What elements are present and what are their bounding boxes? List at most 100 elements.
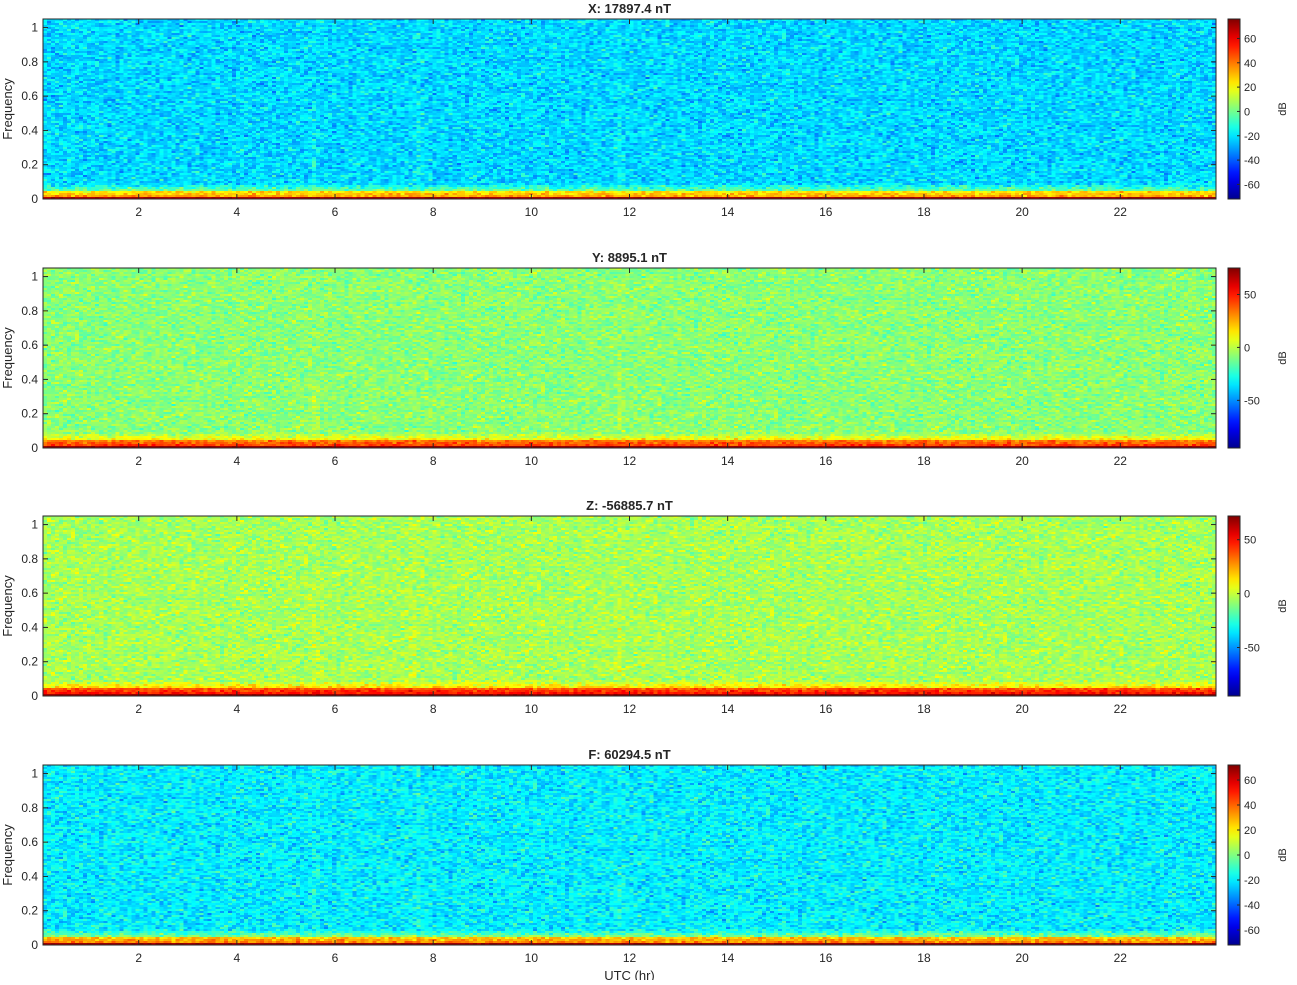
x-tick-label: 12 <box>623 702 637 716</box>
colorbar-tick-label: 40 <box>1244 58 1256 70</box>
x-tick-label: 10 <box>525 702 539 716</box>
y-axis-label: Frequency <box>0 824 15 886</box>
x-tick-label: 12 <box>623 951 637 965</box>
colorbar-tick-label: 0 <box>1244 342 1250 354</box>
colorbar-tick-label: 0 <box>1244 850 1250 862</box>
y-tick-label: 0 <box>31 192 38 206</box>
x-tick-label: 18 <box>917 454 931 468</box>
panel-title: X: 17897.4 nT <box>588 1 671 16</box>
y-axis-label: Frequency <box>0 78 15 140</box>
colorbar-tick-label: -20 <box>1244 875 1260 887</box>
x-tick-label: 14 <box>721 205 735 219</box>
x-tick-label: 22 <box>1114 454 1128 468</box>
x-tick-label: 22 <box>1114 702 1128 716</box>
x-tick-label: 16 <box>819 205 833 219</box>
x-tick-label: 4 <box>234 454 241 468</box>
y-tick-label: 0.2 <box>21 407 38 421</box>
y-tick-label: 1 <box>31 767 38 781</box>
x-tick-label: 18 <box>917 702 931 716</box>
x-tick-label: 18 <box>917 951 931 965</box>
y-tick-label: 0 <box>31 689 38 703</box>
x-tick-label: 14 <box>721 951 735 965</box>
y-tick-label: 0.2 <box>21 158 38 172</box>
colorbar-label: dB <box>1277 351 1289 364</box>
x-tick-label: 8 <box>430 951 437 965</box>
colorbar-tick-label: 20 <box>1244 82 1256 94</box>
spectrogram-image <box>43 516 1216 696</box>
x-tick-label: 20 <box>1015 702 1029 716</box>
colorbar-tick-label: 50 <box>1244 535 1256 547</box>
colorbar-tick-label: 60 <box>1244 33 1256 45</box>
y-tick-label: 0.4 <box>21 620 38 634</box>
x-tick-label: 6 <box>332 205 339 219</box>
colorbar-tick-label: -60 <box>1244 925 1260 937</box>
panel-2: 2 4 6 8 10 12 14 16 18 20 22 0 0.2 0.4 0.6 0.8 1 Z: -5688… <box>0 498 1289 716</box>
spectrogram-image <box>43 19 1216 199</box>
x-tick-label: 10 <box>525 951 539 965</box>
y-axis-label: Frequency <box>0 575 15 637</box>
x-tick-label: 2 <box>135 702 142 716</box>
panel-title: F: 60294.5 nT <box>588 747 670 762</box>
x-tick-label: 14 <box>721 702 735 716</box>
y-tick-label: 0 <box>31 938 38 952</box>
y-tick-label: 0.8 <box>21 304 38 318</box>
panel-0: 2 4 6 8 10 12 14 16 18 20 22 0 0.2 0.4 0.6 0.8 1 X: 17897… <box>0 1 1289 219</box>
y-tick-label: 0.8 <box>21 55 38 69</box>
y-tick-label: 0.8 <box>21 552 38 566</box>
x-tick-label: 4 <box>234 951 241 965</box>
colorbar <box>1227 515 1241 697</box>
x-tick-label: 20 <box>1015 951 1029 965</box>
x-tick-label: 8 <box>430 205 437 219</box>
y-tick-label: 0.6 <box>21 338 38 352</box>
x-tick-label: 2 <box>135 951 142 965</box>
spectrogram-image <box>43 765 1216 945</box>
panel-title: Z: -56885.7 nT <box>586 498 673 513</box>
x-tick-label: 16 <box>819 951 833 965</box>
y-tick-label: 0.4 <box>21 869 38 883</box>
panel-3: 2 4 6 8 10 12 14 16 18 20 22 0 0.2 0.4 0.6 0.8 1 F: 60294… <box>0 747 1289 983</box>
colorbar-tick-label: 0 <box>1244 589 1250 601</box>
colorbar-tick-label: 60 <box>1244 775 1256 787</box>
x-tick-label: 22 <box>1114 951 1128 965</box>
x-tick-label: 14 <box>721 454 735 468</box>
x-tick-label: 2 <box>135 454 142 468</box>
x-tick-label: 10 <box>525 454 539 468</box>
spectrogram-image <box>43 268 1216 448</box>
x-tick-label: 20 <box>1015 205 1029 219</box>
y-tick-label: 0.8 <box>21 801 38 815</box>
x-axis-label: UTC (hr) <box>604 968 655 980</box>
x-tick-label: 18 <box>917 205 931 219</box>
colorbar-tick-label: -50 <box>1244 642 1260 654</box>
colorbar-tick-label: 20 <box>1244 825 1256 837</box>
y-tick-label: 0.2 <box>21 904 38 918</box>
colorbar-tick-label: -60 <box>1244 179 1260 191</box>
x-tick-label: 8 <box>430 702 437 716</box>
y-tick-label: 0.4 <box>21 123 38 137</box>
y-tick-label: 0.6 <box>21 89 38 103</box>
x-tick-label: 6 <box>332 702 339 716</box>
colorbar-label: dB <box>1277 599 1289 612</box>
panel-1: 2 4 6 8 10 12 14 16 18 20 22 0 0.2 0.4 0.6 0.8 1 Y: 8895.… <box>0 250 1289 468</box>
x-tick-label: 8 <box>430 454 437 468</box>
y-axis-label: Frequency <box>0 327 15 389</box>
x-tick-label: 4 <box>234 205 241 219</box>
y-tick-label: 1 <box>31 270 38 284</box>
y-tick-label: 0.4 <box>21 372 38 386</box>
y-tick-label: 1 <box>31 21 38 35</box>
x-tick-label: 6 <box>332 454 339 468</box>
colorbar-tick-label: -40 <box>1244 155 1260 167</box>
x-tick-label: 2 <box>135 205 142 219</box>
x-tick-label: 6 <box>332 951 339 965</box>
colorbar-tick-label: -20 <box>1244 131 1260 143</box>
y-tick-label: 1 <box>31 518 38 532</box>
x-tick-label: 20 <box>1015 454 1029 468</box>
colorbar-tick-label: -40 <box>1244 900 1260 912</box>
y-tick-label: 0.2 <box>21 655 38 669</box>
colorbar-tick-label: 40 <box>1244 800 1256 812</box>
colorbar <box>1227 18 1241 200</box>
colorbar <box>1227 267 1241 449</box>
colorbar-tick-label: -50 <box>1244 395 1260 407</box>
x-tick-label: 16 <box>819 454 833 468</box>
y-tick-label: 0 <box>31 441 38 455</box>
